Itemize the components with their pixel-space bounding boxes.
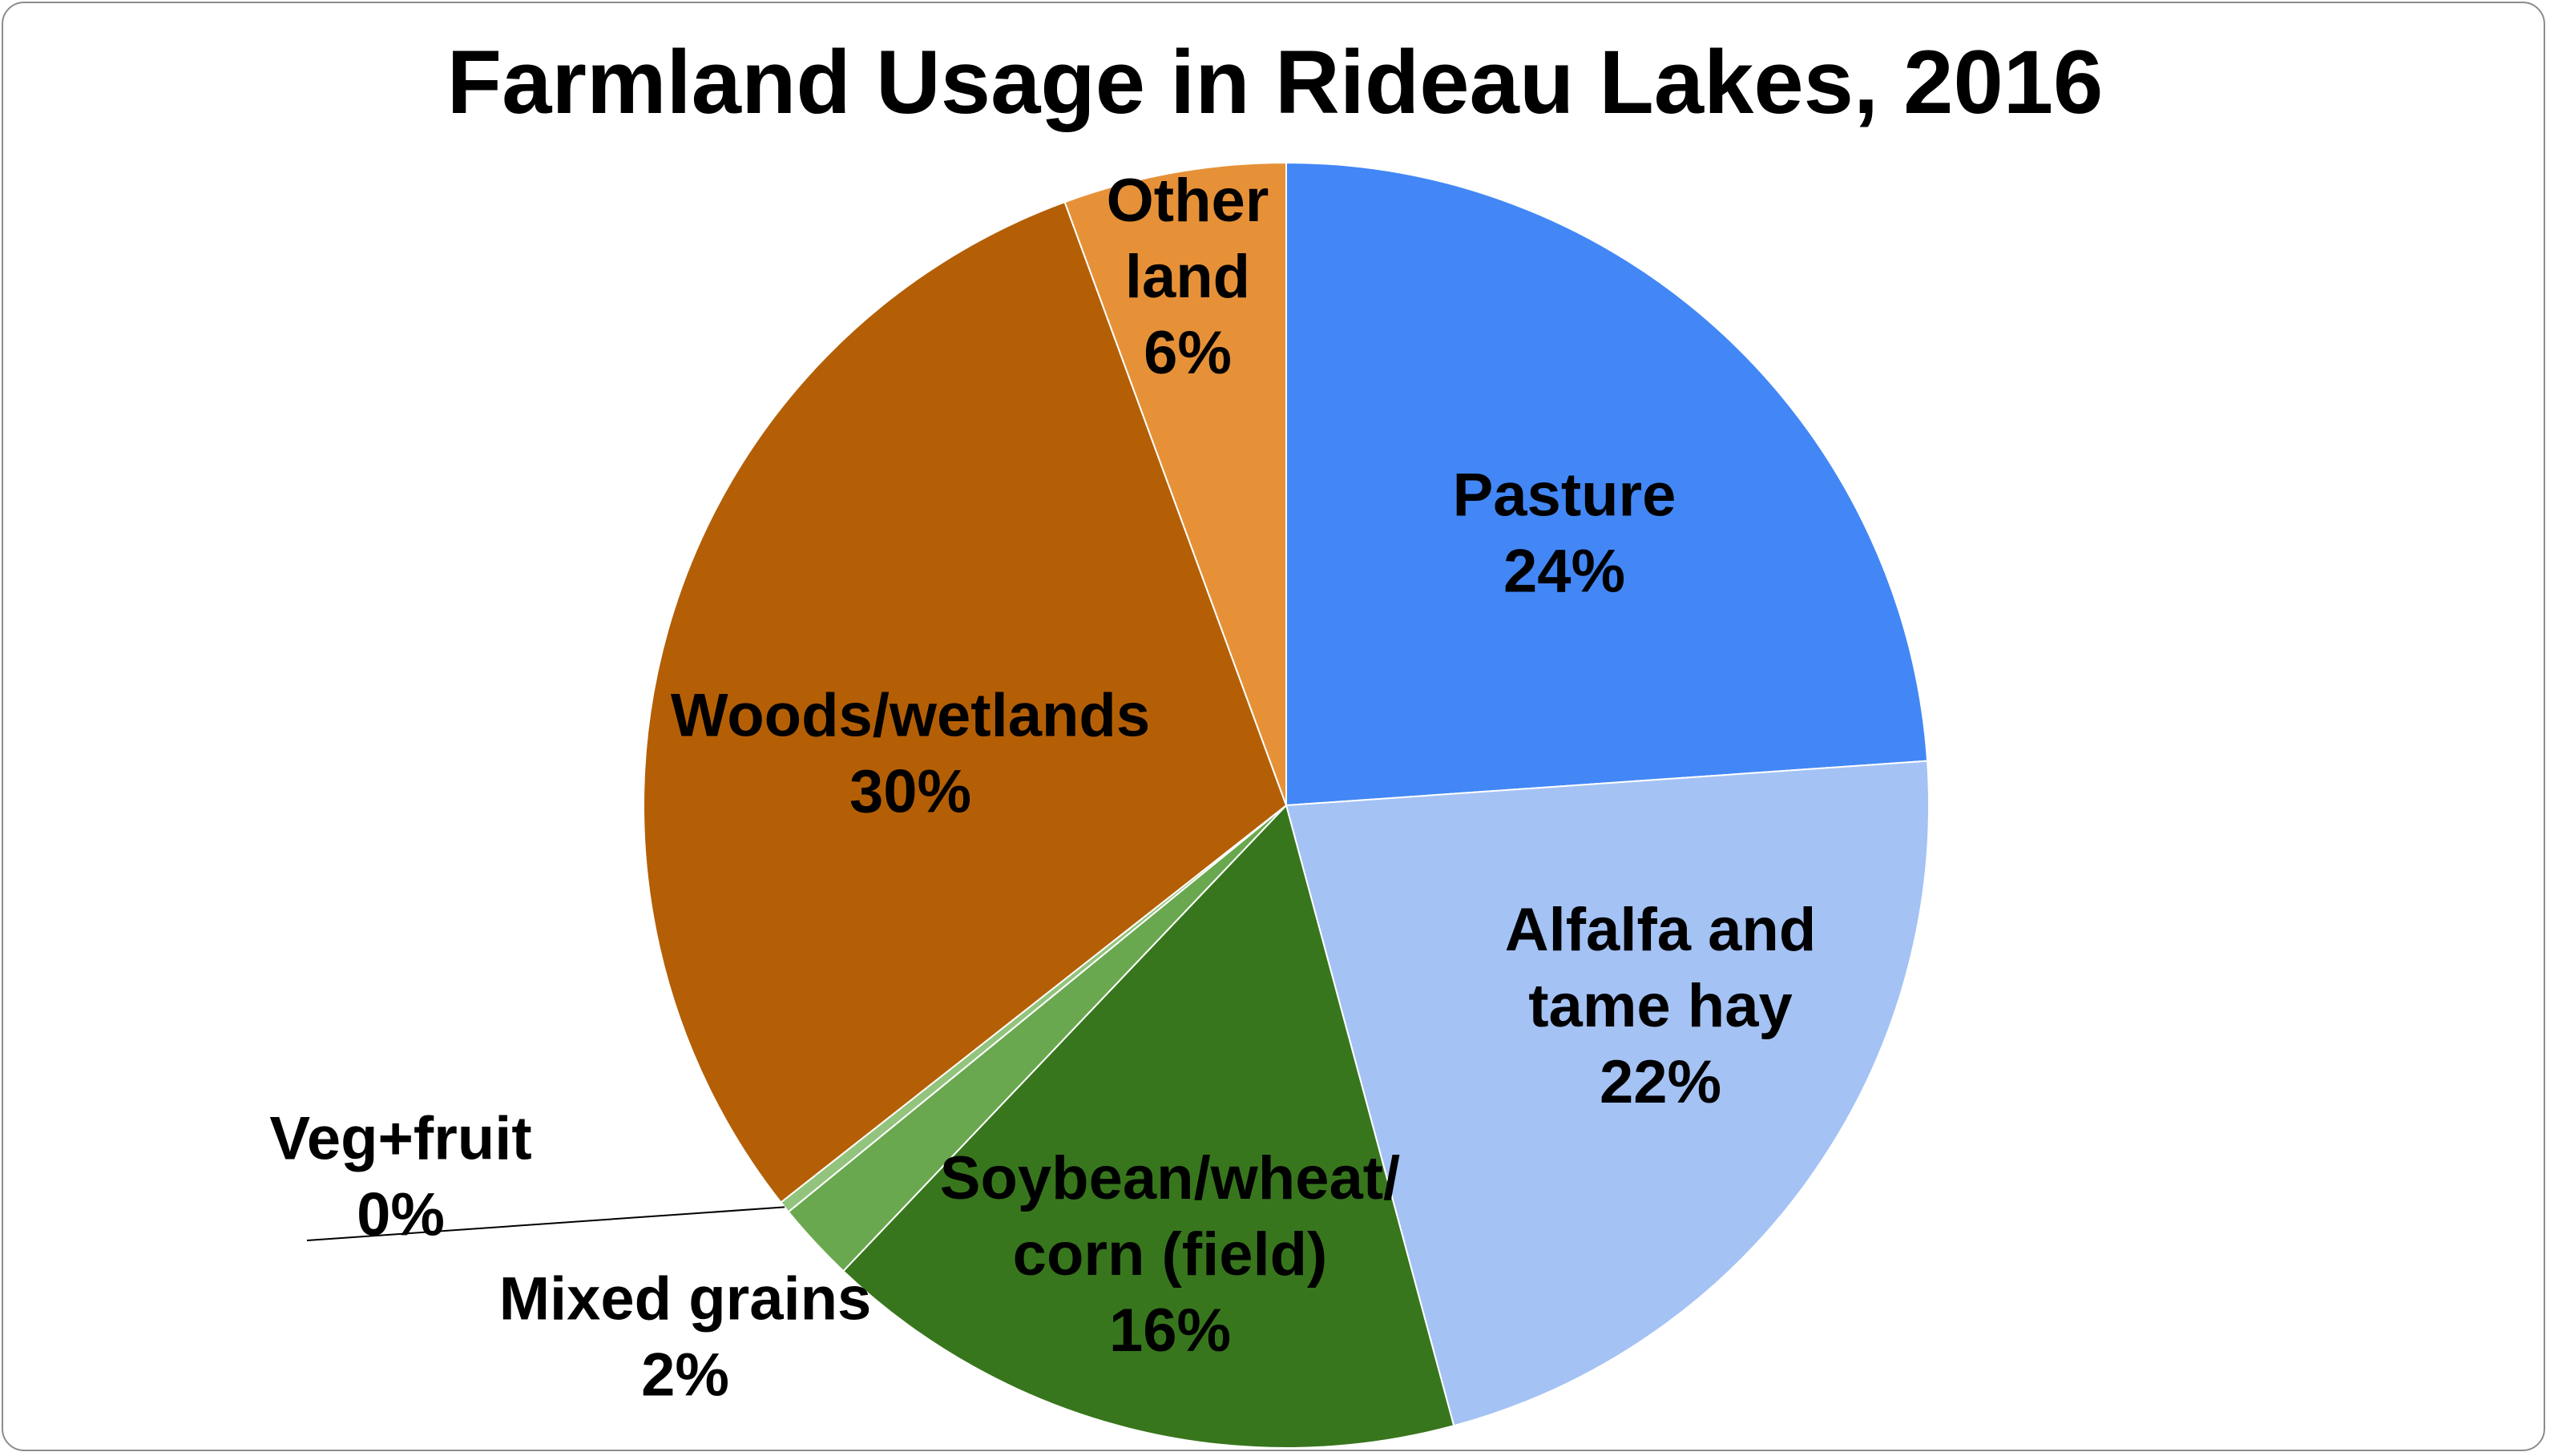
slice-label-veg-fruit-percent: 0% <box>357 1181 445 1249</box>
slice-label-other-land-name-0: Other <box>1107 167 1269 235</box>
slice-label-alfalfa-and-tame-hay-percent: 22% <box>1600 1048 1721 1116</box>
pie-slices <box>643 161 1930 1450</box>
slice-label-soybean-wheat-corn-field-name-1: corn (field) <box>1013 1220 1328 1289</box>
slice-label-woods-wetlands-name-0: Woods/wetlands <box>671 682 1150 750</box>
slice-label-alfalfa-and-tame-hay-name-1: tame hay <box>1528 972 1793 1040</box>
chart-title: Farmland Usage in Rideau Lakes, 2016 <box>446 32 2104 132</box>
leader-line-veg-fruit <box>306 1206 785 1241</box>
pie-slice-other-land <box>1063 161 1287 806</box>
slice-label-other-land-percent: 6% <box>1144 319 1232 387</box>
slice-labels: Pasture 24% Alfalfa and tame hay 22% Soybean/… <box>269 167 1816 1410</box>
slice-label-woods-wetlands-percent: 30% <box>849 758 971 826</box>
slice-label-mixed-grains-name-0: Mixed grains <box>499 1265 872 1333</box>
pie-slice-woods-wetlands <box>643 200 1288 1204</box>
slice-label-mixed-grains-percent: 2% <box>641 1341 729 1410</box>
slice-label-soybean-wheat-corn-field-percent: 16% <box>1109 1297 1231 1365</box>
slice-label-alfalfa-and-tame-hay-name-0: Alfalfa and <box>1505 896 1817 964</box>
slice-label-pasture-name-0: Pasture <box>1453 462 1676 530</box>
slice-label-soybean-wheat-corn-field-name-0: Soybean/wheat/ <box>940 1144 1400 1212</box>
pie-slice-alfalfa-and-tame-hay <box>1285 760 1930 1427</box>
slice-label-pasture-percent: 24% <box>1503 538 1625 606</box>
slice-label-veg-fruit-name-0: Veg+fruit <box>269 1105 531 1173</box>
leader-lines <box>306 1206 785 1241</box>
slice-label-other-land-name-1: land <box>1125 243 1250 311</box>
pie-slice-soybean-wheat-corn-field <box>841 804 1455 1450</box>
pie-slice-pasture <box>1285 161 1929 807</box>
